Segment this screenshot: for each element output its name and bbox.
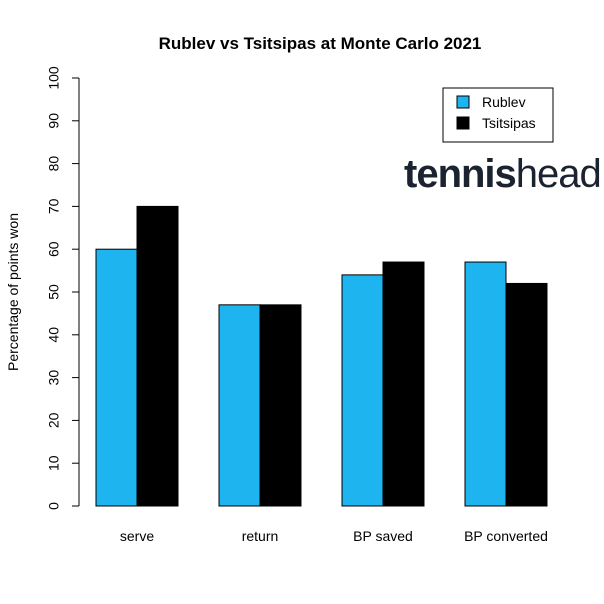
- y-tick-label: 20: [46, 412, 62, 428]
- legend-swatch-tsitsipas: [456, 116, 470, 130]
- bar-rublev-return: [218, 304, 261, 507]
- y-axis-label: Percentage of points won: [5, 213, 21, 371]
- y-tick-label: 100: [46, 66, 62, 90]
- x-tick-label: serve: [120, 528, 154, 544]
- bars: [95, 205, 548, 507]
- legend-label-rublev: Rublev: [482, 94, 526, 110]
- y-tick-label: 80: [46, 156, 62, 172]
- logo-part-head: head: [516, 152, 601, 196]
- chart-title: Rublev vs Tsitsipas at Monte Carlo 2021: [159, 34, 482, 53]
- y-tick-label: 60: [46, 241, 62, 257]
- bar-tsitsipas-bp-saved: [382, 261, 425, 507]
- bar-rublev-bp-converted: [464, 261, 507, 507]
- y-tick-label: 0: [46, 502, 62, 510]
- y-tick-label: 10: [46, 455, 62, 471]
- bar-tsitsipas-bp-converted: [505, 282, 548, 507]
- logo-part-tennis: tennis: [404, 152, 516, 196]
- x-tick-label: BP converted: [464, 528, 548, 544]
- y-axis: 0 10 20 30 40 50 60 70 80 90 100: [46, 66, 80, 510]
- bar-tsitsipas-return: [259, 304, 302, 507]
- bar-rublev-bp-saved: [341, 274, 384, 507]
- bar-rublev-serve: [95, 248, 138, 507]
- y-tick-label: 30: [46, 370, 62, 386]
- x-axis-labels: serve return BP saved BP converted: [120, 528, 548, 544]
- y-tick-label: 70: [46, 198, 62, 214]
- x-tick-label: return: [242, 528, 279, 544]
- svg-text:tennishead: tennishead: [404, 152, 601, 196]
- bar-tsitsipas-serve: [136, 205, 179, 507]
- tennishead-logo: tennishead: [404, 152, 602, 196]
- legend-label-tsitsipas: Tsitsipas: [482, 115, 536, 131]
- legend-swatch-rublev: [456, 95, 470, 109]
- y-tick-label: 40: [46, 327, 62, 343]
- x-tick-label: BP saved: [353, 528, 413, 544]
- y-tick-label: 90: [46, 113, 62, 129]
- legend: Rublev Tsitsipas: [442, 87, 554, 143]
- y-tick-label: 50: [46, 284, 62, 300]
